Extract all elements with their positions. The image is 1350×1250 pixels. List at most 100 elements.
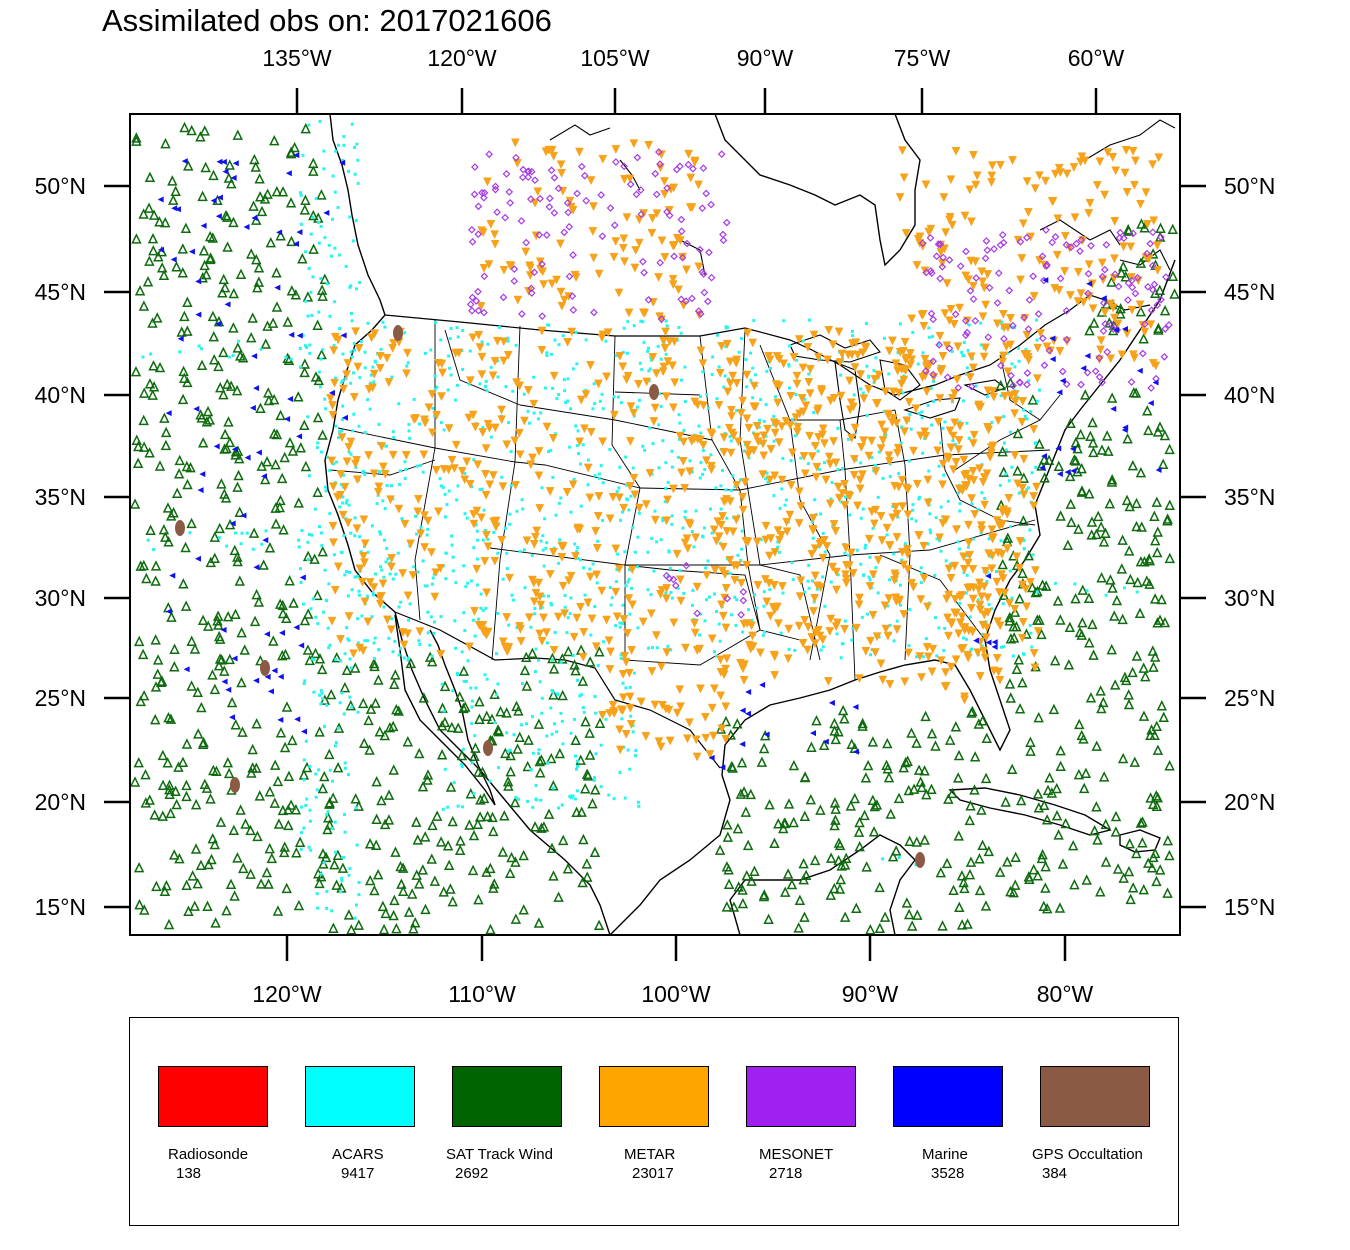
sat-wind-marker <box>584 749 596 760</box>
mesonet-marker <box>663 184 671 192</box>
acars-marker <box>481 608 485 612</box>
sat-wind-marker <box>186 517 197 529</box>
metar-marker <box>1154 153 1164 163</box>
metar-marker <box>560 609 570 619</box>
metar-marker <box>549 646 559 655</box>
metar-marker <box>907 355 917 365</box>
metar-marker <box>591 642 601 652</box>
metar-marker <box>1070 213 1080 223</box>
sat-wind-marker <box>1034 614 1045 625</box>
acars-marker <box>339 429 343 433</box>
acars-marker <box>1034 465 1038 469</box>
metar-marker <box>503 351 513 360</box>
metar-marker <box>662 594 671 604</box>
sat-wind-marker <box>312 319 323 330</box>
acars-marker <box>741 630 745 634</box>
acars-marker <box>332 343 336 347</box>
acars-marker <box>670 522 674 526</box>
acars-marker <box>302 778 306 782</box>
metar-marker <box>1148 160 1157 170</box>
mesonet-marker <box>1034 310 1043 318</box>
metar-marker <box>575 524 585 534</box>
acars-marker <box>721 469 725 473</box>
metar-marker <box>899 375 909 385</box>
sat-wind-marker <box>1104 497 1116 509</box>
metar-marker <box>560 295 569 305</box>
sat-wind-marker <box>411 869 422 880</box>
metar-marker <box>807 633 817 642</box>
metar-marker <box>940 309 950 319</box>
sat-wind-marker <box>1121 494 1133 506</box>
marine-markers <box>157 152 1162 771</box>
metar-marker <box>1029 501 1039 511</box>
acars-marker <box>554 513 558 517</box>
metar-marker <box>941 515 951 525</box>
mesonet-marker <box>1116 228 1125 237</box>
acars-marker <box>942 473 946 477</box>
sat-wind-marker <box>1044 772 1055 783</box>
metar-marker <box>648 352 658 362</box>
mesonet-marker <box>474 202 483 211</box>
acars-marker <box>983 496 987 500</box>
acars-marker <box>679 331 683 335</box>
acars-marker <box>357 893 361 897</box>
acars-marker <box>1017 491 1021 495</box>
metar-marker <box>436 650 446 659</box>
metar-marker <box>535 504 545 513</box>
metar-marker <box>719 670 729 680</box>
metar-marker <box>343 359 353 368</box>
sat-wind-marker <box>369 660 380 672</box>
metar-marker <box>1022 331 1032 340</box>
metar-marker <box>604 636 614 646</box>
marine-marker <box>195 278 202 285</box>
metar-marker <box>859 436 868 446</box>
acars-marker <box>688 459 692 463</box>
mesonet-marker <box>1056 274 1065 283</box>
metar-marker <box>691 533 701 543</box>
sat-wind-marker <box>1092 834 1103 845</box>
sat-wind-marker <box>273 818 285 829</box>
acars-marker <box>239 542 243 546</box>
sat-wind-marker <box>177 756 189 768</box>
sat-wind-marker <box>230 608 241 620</box>
acars-marker <box>312 657 316 661</box>
mesonet-marker <box>502 170 511 178</box>
sat-wind-marker <box>263 387 274 398</box>
mesonet-marker <box>1007 371 1015 380</box>
metar-marker <box>718 542 728 552</box>
acars-marker <box>515 625 519 629</box>
acars-marker <box>327 243 331 247</box>
metar-marker <box>800 469 810 479</box>
left-lat-label: 25°N <box>35 685 86 711</box>
acars-marker <box>873 463 877 467</box>
sat-wind-marker <box>1034 438 1045 449</box>
acars-marker <box>839 373 843 377</box>
mesonet-marker <box>480 193 488 202</box>
sat-wind-marker <box>851 902 862 914</box>
metar-marker <box>833 618 842 628</box>
mesonet-marker <box>580 171 589 180</box>
metar-marker <box>477 352 487 362</box>
observation-map: 135°W 120°W 105°W 90°W 75°W 60°W 120°W 1… <box>35 45 1276 1007</box>
acars-marker <box>910 517 914 521</box>
metar-marker <box>732 379 742 388</box>
acars-marker <box>560 803 564 807</box>
metar-marker <box>958 643 968 653</box>
acars-marker <box>325 889 329 893</box>
acars-marker <box>615 489 619 493</box>
acars-marker <box>690 470 694 474</box>
mesonet-marker <box>981 254 990 263</box>
metar-marker <box>984 549 994 559</box>
acars-marker <box>355 142 359 146</box>
metar-marker <box>579 628 589 637</box>
acars-marker <box>358 281 362 285</box>
map-geography <box>324 114 1176 935</box>
acars-marker <box>358 535 362 539</box>
acars-marker <box>594 752 598 756</box>
sat-wind-marker <box>513 705 524 716</box>
sat-wind-marker <box>138 414 149 426</box>
sat-wind-marker <box>317 782 329 794</box>
acars-marker <box>579 504 583 508</box>
acars-marker <box>793 434 797 438</box>
sat-wind-marker <box>234 575 245 586</box>
